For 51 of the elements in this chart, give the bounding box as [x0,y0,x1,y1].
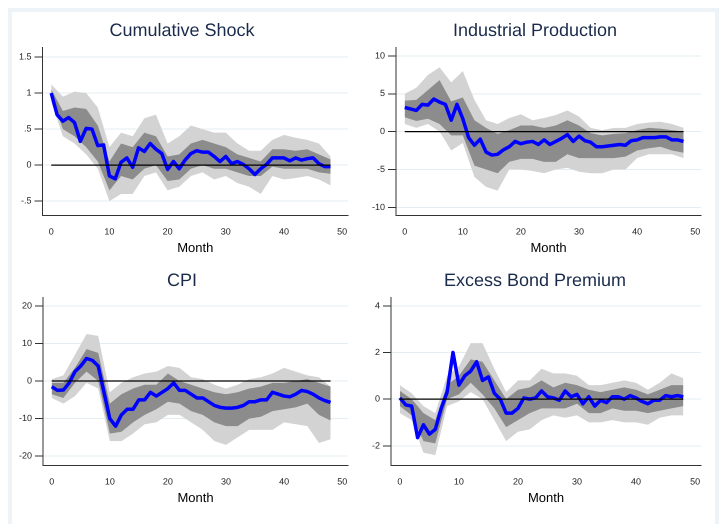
y-tick-label: 10 [22,338,32,348]
x-tick-label: 0 [402,226,408,236]
y-tick-label: 4 [374,300,380,310]
x-tick-label: 50 [337,226,348,236]
chart-title: Excess Bond Premium [444,270,626,290]
x-tick-label: 40 [279,476,290,486]
y-tick-label: 0 [26,160,32,170]
y-tick-label: .5 [24,124,32,134]
x-tick-label: 20 [516,226,526,236]
x-tick-label: 20 [512,476,523,486]
x-tick-label: 20 [162,476,173,486]
chart-title: CPI [166,270,198,290]
x-tick-label: 50 [690,476,700,486]
x-tick-label: 0 [49,476,54,486]
chart-title: Industrial Production [452,20,618,40]
x-tick-label: 30 [220,226,231,236]
y-tick-label: -10 [372,202,386,212]
y-tick-label: -5 [376,164,386,174]
x-axis-title: Month [530,240,567,255]
y-tick-label: -10 [18,413,32,424]
y-tick-label: -2 [372,440,380,450]
y-tick-label: 10 [374,50,386,60]
y-tick-label: 1.5 [18,51,32,62]
y-tick-label: 0 [380,126,386,136]
chart-title: Cumulative Shock [109,20,256,40]
x-axis-title: Month [177,240,214,255]
x-tick-label: 40 [632,226,642,236]
x-tick-label: 20 [162,226,173,236]
y-tick-label: -.5 [20,196,32,206]
x-tick-label: 40 [278,226,289,236]
x-axis-title: Month [528,490,564,505]
x-tick-label: 10 [458,226,468,236]
x-tick-label: 50 [690,226,700,236]
y-tick-label: 1 [26,88,32,98]
x-tick-label: 50 [337,476,348,486]
y-tick-label: 0 [26,376,32,386]
x-tick-label: 30 [574,226,584,236]
x-tick-label: 10 [104,476,115,486]
x-tick-label: 10 [454,476,464,486]
x-tick-label: 30 [220,476,232,486]
x-tick-label: 10 [104,226,114,236]
y-tick-label: 5 [380,88,386,98]
x-axis-title: Month [177,490,214,505]
y-tick-label: 20 [22,300,32,310]
x-tick-label: 40 [631,476,642,486]
x-tick-label: 0 [397,476,402,486]
x-tick-label: 0 [48,226,54,236]
y-tick-label: -20 [18,450,32,461]
y-tick-label: 2 [374,346,380,357]
y-tick-label: 0 [374,394,380,404]
x-tick-label: 30 [572,476,582,486]
